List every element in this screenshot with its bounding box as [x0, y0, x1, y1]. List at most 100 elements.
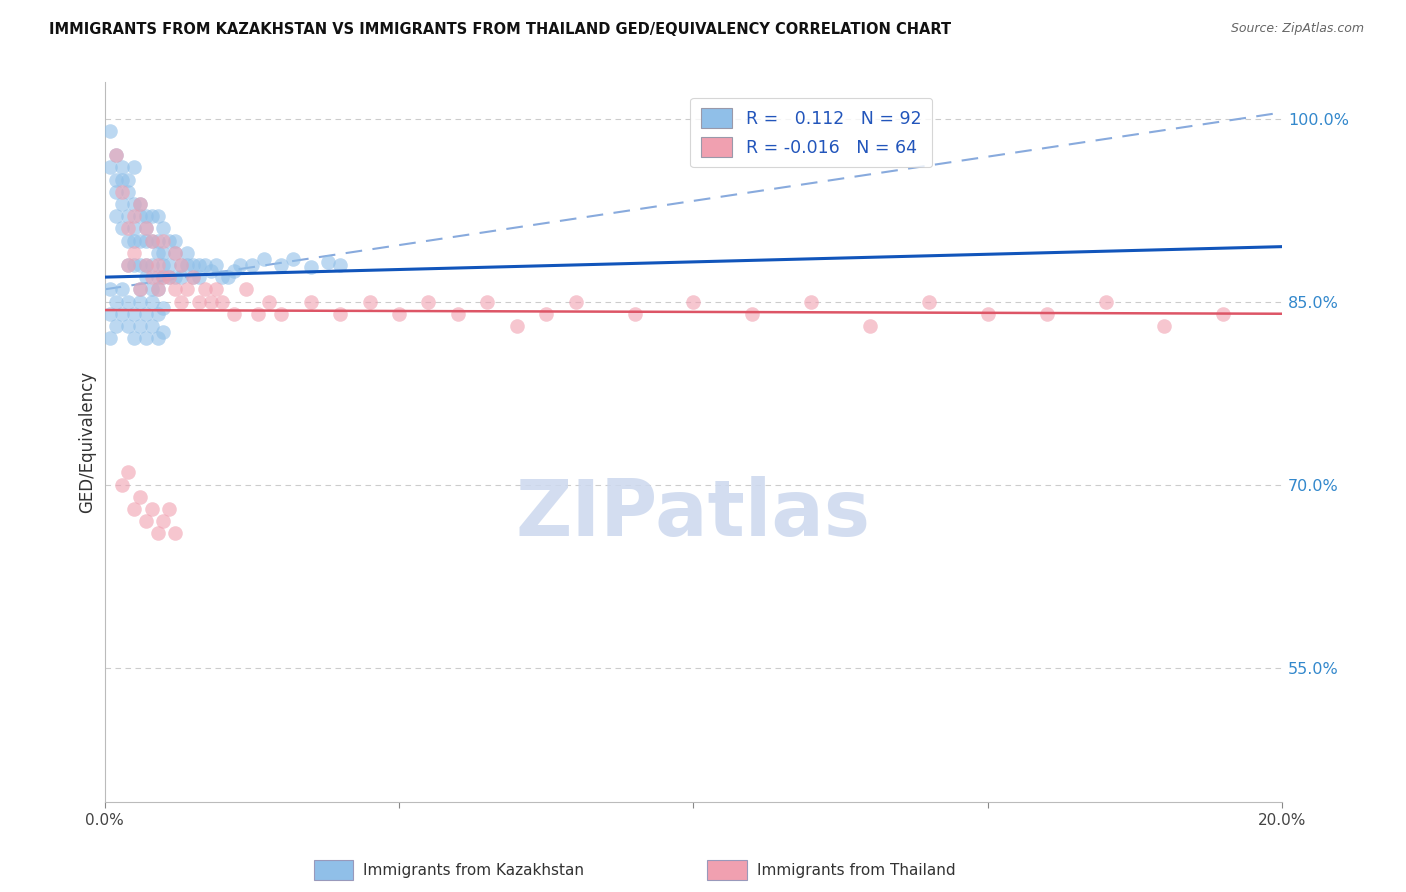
Point — [682, 294, 704, 309]
Point — [211, 294, 233, 309]
Point — [299, 260, 322, 275]
Point — [187, 258, 209, 272]
Point — [187, 270, 209, 285]
Point — [859, 318, 882, 333]
Point — [176, 245, 198, 260]
Point — [165, 270, 187, 285]
Point — [105, 209, 128, 223]
Point — [129, 294, 152, 309]
Point — [217, 270, 239, 285]
Point — [157, 270, 180, 285]
Point — [152, 258, 174, 272]
Point — [146, 245, 169, 260]
Point — [181, 258, 204, 272]
Point — [741, 307, 763, 321]
Point — [111, 307, 134, 321]
Point — [117, 185, 139, 199]
Point — [141, 318, 163, 333]
Point — [129, 282, 152, 296]
Point — [800, 294, 823, 309]
Point — [122, 502, 145, 516]
Point — [129, 490, 152, 504]
Point — [117, 221, 139, 235]
Point — [129, 209, 152, 223]
Point — [111, 221, 134, 235]
Point — [100, 307, 122, 321]
Point — [152, 301, 174, 315]
Point — [157, 270, 180, 285]
Point — [105, 148, 128, 162]
Point — [141, 258, 163, 272]
Point — [100, 331, 122, 345]
Legend: R =   0.112   N = 92, R = -0.016   N = 64: R = 0.112 N = 92, R = -0.016 N = 64 — [690, 98, 932, 168]
Point — [117, 466, 139, 480]
Point — [141, 234, 163, 248]
Point — [165, 282, 187, 296]
Point — [146, 270, 169, 285]
Point — [105, 148, 128, 162]
Point — [146, 282, 169, 296]
Point — [135, 258, 157, 272]
Point — [157, 234, 180, 248]
Point — [122, 234, 145, 248]
Point — [111, 282, 134, 296]
Point — [329, 307, 352, 321]
Point — [122, 197, 145, 211]
Point — [194, 282, 217, 296]
Text: Immigrants from Thailand: Immigrants from Thailand — [756, 863, 955, 878]
Point — [1153, 318, 1175, 333]
Point — [205, 258, 228, 272]
Point — [299, 294, 322, 309]
Point — [122, 245, 145, 260]
Point — [329, 258, 352, 272]
Point — [146, 282, 169, 296]
Point — [117, 294, 139, 309]
Point — [117, 172, 139, 186]
Point — [117, 258, 139, 272]
Point — [129, 258, 152, 272]
Point — [105, 294, 128, 309]
Point — [235, 282, 257, 296]
Point — [141, 234, 163, 248]
Point — [165, 526, 187, 541]
Point — [1094, 294, 1116, 309]
Point — [135, 209, 157, 223]
Point — [187, 294, 209, 309]
Point — [224, 264, 246, 278]
Point — [100, 124, 122, 138]
Point — [100, 282, 122, 296]
Point — [165, 234, 187, 248]
Point — [252, 252, 274, 266]
Point — [105, 318, 128, 333]
Point — [146, 209, 169, 223]
Point — [152, 270, 174, 285]
Point — [418, 294, 440, 309]
Point — [165, 245, 187, 260]
Point — [152, 325, 174, 339]
Point — [181, 270, 204, 285]
Point — [1035, 307, 1057, 321]
Point — [122, 221, 145, 235]
Point — [176, 258, 198, 272]
Text: ZIPatlas: ZIPatlas — [516, 475, 870, 552]
Point — [117, 234, 139, 248]
Point — [181, 270, 204, 285]
Point — [141, 282, 163, 296]
Point — [135, 234, 157, 248]
Point — [918, 294, 941, 309]
Point — [135, 221, 157, 235]
Point — [105, 172, 128, 186]
Point — [388, 307, 411, 321]
Point — [205, 282, 228, 296]
Point — [105, 185, 128, 199]
Point — [141, 209, 163, 223]
Text: Immigrants from Kazakhstan: Immigrants from Kazakhstan — [363, 863, 583, 878]
Point — [111, 185, 134, 199]
Point — [100, 161, 122, 175]
Point — [146, 258, 169, 272]
Point — [270, 258, 292, 272]
Point — [977, 307, 1000, 321]
Point — [135, 270, 157, 285]
Point — [135, 331, 157, 345]
Point — [200, 264, 222, 278]
